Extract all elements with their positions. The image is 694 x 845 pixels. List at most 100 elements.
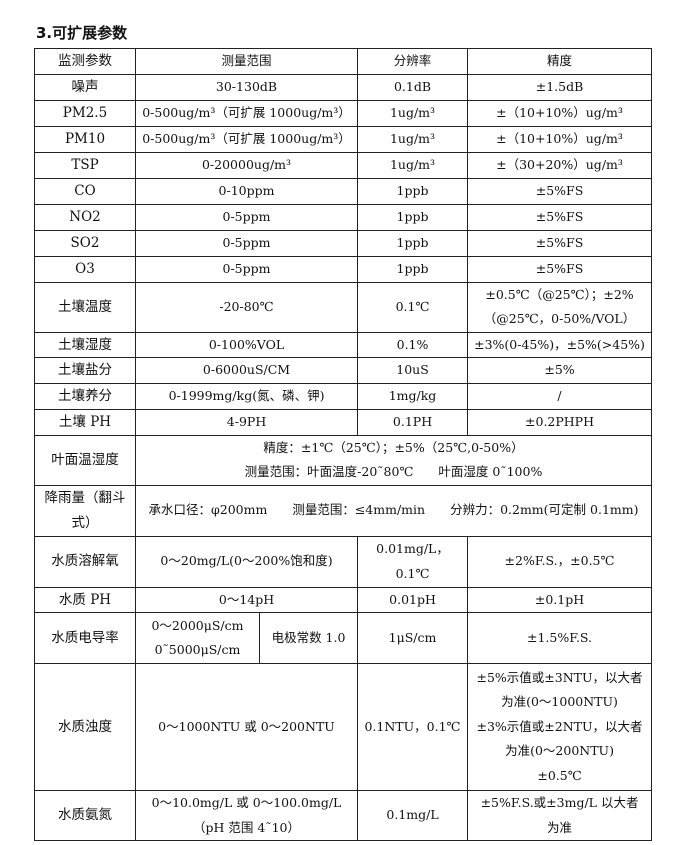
table-cell: ±5%FS bbox=[467, 178, 653, 205]
cell-text: PM2.5 bbox=[62, 105, 108, 122]
cell-text: 0-5ppm bbox=[222, 234, 271, 250]
table-cell: 0.1℃ bbox=[357, 281, 469, 333]
table-cell: ±1.5dB bbox=[467, 74, 653, 101]
table-cell: ±5%FS bbox=[467, 255, 653, 283]
parameter-name-cell: 水质浊度 bbox=[34, 663, 136, 791]
table-cell: 0-20000ug/m³ bbox=[134, 152, 359, 179]
cell-text: 0～1000NTU 或 0～200NTU bbox=[158, 718, 335, 734]
table-cell: 1ug/m³ bbox=[357, 152, 469, 179]
cell-text: 精度：±1℃（25℃）；±5%（25℃,0-50%） bbox=[263, 439, 524, 455]
cell-text: 10uS bbox=[396, 362, 429, 378]
cell-text: 为准 bbox=[547, 819, 573, 835]
table-cell: 0-5ppm bbox=[134, 255, 359, 283]
cell-text: 0-1999mg/kg(氮、磷、钾) bbox=[168, 388, 325, 404]
cell-text: O3 bbox=[75, 260, 95, 277]
cell-text: ±1.5%F.S. bbox=[527, 629, 593, 645]
table-cell: 0～2000μS/cm 0˜5000μS/cm bbox=[135, 612, 260, 664]
parameter-name-cell: 水质氨氮 bbox=[34, 790, 136, 841]
cell-text: 0.1mg/L bbox=[386, 807, 439, 823]
table-row: 降雨量（翻斗式） 承水口径：φ200mm 测量范围：≤4mm/min 分辨力：0.… bbox=[34, 484, 653, 537]
table-row: PM2.5 0-500ug/m³（可扩展 1000ug/m³） 1ug/m³ ±（10… bbox=[34, 100, 653, 127]
table-cell: ±1.5%F.S. bbox=[467, 612, 653, 664]
table-cell: 1μS/cm bbox=[357, 612, 469, 664]
cell-text: 1ppb bbox=[396, 183, 429, 198]
parameter-name-cell: NO2 bbox=[34, 203, 136, 231]
cell-text: ±（30+20%）ug/m³ bbox=[496, 157, 623, 173]
table-cell: 精度：±1℃（25℃）；±5%（25℃,0-50%） 测量范围：叶面温度-20˜8… bbox=[134, 434, 653, 486]
table-cell: 0～1000NTU 或 0～200NTU bbox=[134, 663, 359, 791]
header-cell: 测量范围 bbox=[134, 48, 359, 75]
parameter-name-cell: 降雨量（翻斗式） bbox=[34, 484, 136, 537]
cell-text: ±5%FS bbox=[535, 208, 584, 224]
header-cell: 精度 bbox=[467, 48, 653, 75]
table-row: 土壤温度 -20-80℃ 0.1℃ ±0.5℃（@25℃）；±2% （@25℃，0-50… bbox=[34, 281, 653, 333]
parameter-name-cell: 水质电导率 bbox=[34, 612, 136, 664]
cell-text: 0-500ug/m³（可扩展 1000ug/m³） bbox=[142, 131, 351, 147]
table-cell: 0.1mg/L bbox=[357, 790, 469, 841]
cell-text: 0-20000ug/m³ bbox=[201, 157, 292, 173]
cell-text: 0.1PH bbox=[392, 414, 433, 429]
table-cell: 0-5ppm bbox=[134, 203, 359, 231]
table-cell: 0～10.0mg/L 或 0～100.0mg/L （pH 范围 4˜10） bbox=[134, 790, 359, 841]
cell-text: ±3%(0-45%)，±5%(>45%) bbox=[474, 336, 645, 352]
table-cell: 0-500ug/m³（可扩展 1000ug/m³） bbox=[134, 100, 359, 127]
cell-text: 1mg/kg bbox=[388, 388, 437, 404]
table-row: 噪声 30-130dB 0.1dB ±1.5dB bbox=[34, 74, 653, 101]
cell-text: 0.01mg/L， bbox=[376, 541, 449, 556]
table-cell: 4-9PH bbox=[134, 409, 359, 436]
table-cell: ±5%F.S.或±3mg/L 以大者 为准 bbox=[467, 790, 653, 841]
table-cell: 0-10ppm bbox=[134, 178, 359, 205]
table-cell: 0-100%VOL bbox=[134, 331, 359, 358]
cell-text: 测量范围 bbox=[221, 53, 272, 69]
table-cell: 0.1dB bbox=[357, 74, 469, 101]
cell-text: 0-5ppm bbox=[222, 208, 271, 224]
cell-text: 为准(0～200NTU) bbox=[505, 743, 614, 759]
parameter-name-cell: 土壤温度 bbox=[34, 281, 136, 333]
cell-text: 土壤盐分 bbox=[58, 362, 112, 379]
cell-text: 30-130dB bbox=[215, 79, 278, 95]
parameter-name-cell: 土壤湿度 bbox=[34, 331, 136, 358]
table-row: SO2 0-5ppm 1ppb ±5%FS bbox=[34, 229, 653, 257]
cell-text: ±1.5dB bbox=[535, 79, 584, 95]
table-cell: 0.1NTU，0.1℃ bbox=[357, 663, 469, 791]
cell-text: 1μS/cm bbox=[388, 629, 437, 645]
cell-text: ±0.5℃（@25℃）；±2% bbox=[485, 286, 634, 302]
cell-text: ±（10+10%）ug/m³ bbox=[496, 131, 623, 147]
cell-text: 为准(0～1000NTU) bbox=[501, 694, 618, 710]
table-cell: 0.01pH bbox=[357, 586, 469, 613]
cell-text: 0.01pH bbox=[389, 591, 436, 607]
cell-text: ±5%F.S.或±3mg/L 以大者 bbox=[480, 795, 639, 810]
cell-text: ±2%F.S.，±0.5℃ bbox=[504, 553, 615, 569]
table-cell: 电极常数 1.0 bbox=[258, 612, 359, 664]
cell-text: ±0.5℃ bbox=[537, 767, 582, 783]
table-cell: 0-6000uS/CM bbox=[134, 357, 359, 384]
cell-text: 水质 PH bbox=[58, 591, 112, 608]
cell-text: 测量范围：叶面温度-20˜80℃ 叶面湿度 0˜100% bbox=[244, 464, 543, 479]
table-cell: 0.1PH bbox=[357, 409, 469, 436]
cell-text: 1ppb bbox=[396, 234, 429, 250]
table-cell: ±5%FS bbox=[467, 203, 653, 231]
cell-text: 0.1% bbox=[396, 336, 429, 352]
cell-text: -20-80℃ bbox=[219, 298, 274, 314]
cell-text: 0-500ug/m³（可扩展 1000ug/m³） bbox=[142, 105, 351, 121]
parameter-name-cell: 水质溶解氧 bbox=[34, 535, 136, 588]
cell-text: 噪声 bbox=[71, 79, 99, 96]
cell-text: 电极常数 1.0 bbox=[271, 629, 346, 645]
cell-text: / bbox=[557, 388, 562, 404]
cell-text: SO2 bbox=[70, 234, 100, 251]
parameter-name-cell: 土壤 PH bbox=[34, 409, 136, 436]
cell-text: ±5%FS bbox=[535, 260, 584, 276]
table-row: 水质浊度 0～1000NTU 或 0～200NTU 0.1NTU，0.1℃ ±5%示值… bbox=[34, 663, 653, 791]
cell-text: ±（10+10%）ug/m³ bbox=[496, 105, 623, 121]
cell-text: 降雨量（翻斗式） bbox=[44, 490, 126, 531]
cell-text: 水质电导率 bbox=[51, 629, 119, 646]
table-cell: 0～14pH bbox=[134, 586, 359, 613]
cell-text: ±0.1pH bbox=[534, 591, 585, 607]
table-cell: 10uS bbox=[357, 357, 469, 384]
cell-text: 0.1dB bbox=[393, 79, 432, 95]
cell-text: 1ug/m³ bbox=[389, 157, 436, 173]
header-cell: 分辨率 bbox=[357, 48, 469, 75]
table-cell: 1mg/kg bbox=[357, 383, 469, 410]
cell-text: ±5% bbox=[544, 362, 575, 378]
table-row: CO 0-10ppm 1ppb ±5%FS bbox=[34, 178, 653, 205]
